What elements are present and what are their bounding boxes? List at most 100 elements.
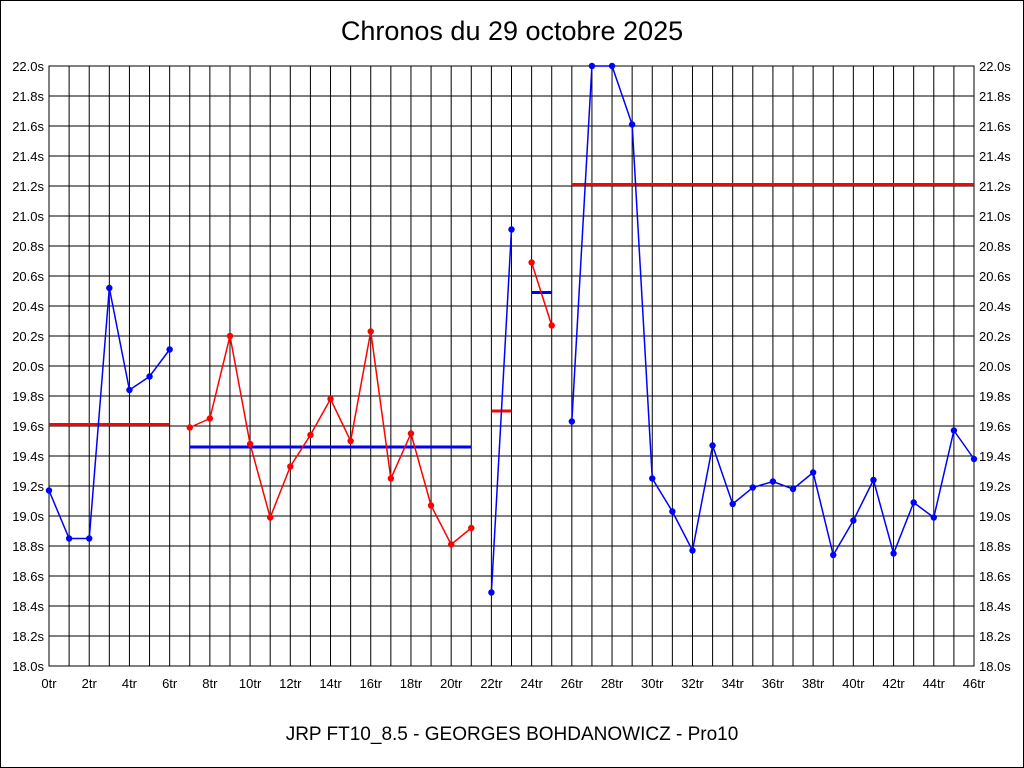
data-point [226,332,234,340]
x-tick-label: 36tr [762,676,785,691]
x-tick-label: 16tr [360,676,383,691]
data-point [649,475,656,482]
data-point [890,550,897,557]
y-tick-label-right: 20.8s [979,239,1011,254]
y-tick-label-left: 20.2s [12,329,44,344]
y-tick-label-right: 21.8s [979,89,1011,104]
data-point [910,499,917,506]
x-tick-label: 32tr [681,676,704,691]
data-point [528,259,535,266]
x-tick-label: 22tr [480,676,503,691]
x-tick-label: 12tr [279,676,302,691]
y-tick-label-right: 18.8s [979,539,1011,554]
y-tick-label-left: 18.8s [12,539,44,554]
data-point [407,430,415,437]
y-tick-label-right: 20.4s [979,299,1011,314]
y-tick-label-left: 18.6s [12,569,44,584]
x-tick-label: 42tr [882,676,905,691]
x-tick-label: 4tr [122,676,138,691]
x-tick-label: 34tr [721,676,744,691]
data-point [488,589,495,596]
y-tick-label-right: 21.4s [979,149,1011,164]
x-tick-label: 14tr [319,676,342,691]
data-point [367,328,374,335]
x-tick-label: 8tr [202,676,218,691]
y-tick-label-left: 19.8s [12,389,44,404]
x-tick-label: 20tr [440,676,463,691]
data-point [568,418,576,425]
y-tick-label-left: 20.6s [12,269,44,284]
y-tick-label-left: 21.0s [12,209,44,224]
series-line [490,229,513,593]
x-tick-label: 6tr [162,676,178,691]
y-tick-label-right: 18.6s [979,569,1011,584]
x-tick-label: 44tr [923,676,946,691]
y-tick-label-left: 20.0s [12,359,44,374]
y-tick-label-right: 18.4s [979,599,1011,614]
y-tick-label-right: 19.0s [979,509,1011,524]
data-point [45,487,53,494]
data-point [146,373,153,380]
data-point [769,478,777,485]
x-tick-label: 24tr [520,676,543,691]
y-tick-label-left: 19.0s [12,509,44,524]
y-tick-label-right: 20.6s [979,269,1011,284]
data-point [287,463,294,470]
x-tick-label: 30tr [641,676,664,691]
y-tick-label-right: 19.6s [979,419,1011,434]
data-point [468,524,475,532]
data-point [870,476,877,484]
y-tick-label-left: 21.2s [12,179,44,194]
y-tick-label-right: 19.8s [979,389,1011,404]
y-tick-label-right: 18.0s [979,659,1011,674]
data-point [266,514,274,521]
data-point [709,442,716,449]
x-tick-label: 26tr [561,676,584,691]
data-point [387,475,395,482]
data-point [307,431,314,439]
data-point [65,535,73,542]
y-tick-label-left: 22.0s [12,59,44,74]
data-point [749,484,757,491]
data-point [588,62,596,70]
data-point [327,395,334,403]
y-tick-label-left: 21.4s [12,149,44,164]
data-point [106,284,113,292]
y-tick-label-right: 21.0s [979,209,1011,224]
x-tick-label: 2tr [82,676,98,691]
x-tick-label: 46tr [963,676,986,691]
y-tick-label-left: 18.0s [12,659,44,674]
data-point [628,121,636,128]
data-point [830,551,837,559]
data-point [447,541,455,548]
y-tick-label-right: 18.2s [979,629,1011,644]
y-tick-label-left: 19.2s [12,479,44,494]
data-point [789,485,797,493]
data-point [729,500,736,508]
series-line [530,262,553,326]
chart-subtitle: JRP FT10_8.5 - GEORGES BOHDANOWICZ - Pro… [285,724,739,745]
data-point [86,535,93,542]
data-point [669,508,676,515]
y-tick-label-right: 21.2s [979,179,1011,194]
x-tick-label: 10tr [239,676,262,691]
y-tick-label-left: 20.4s [12,299,44,314]
x-tick-label: 0tr [41,676,57,691]
data-point [850,517,857,524]
data-point [427,502,435,509]
data-point [508,226,515,233]
data-point [548,322,555,329]
y-tick-label-right: 20.0s [979,359,1011,374]
data-point [689,547,696,554]
data-point [166,346,173,353]
x-tick-label: 18tr [400,676,423,691]
y-tick-label-right: 20.2s [979,329,1011,344]
y-tick-label-left: 19.6s [12,419,44,434]
y-tick-label-right: 19.4s [979,449,1011,464]
data-point [347,437,354,445]
data-point [970,455,978,463]
y-tick-label-left: 19.4s [12,449,44,464]
data-point [186,424,193,431]
y-tick-label-right: 19.2s [979,479,1011,494]
